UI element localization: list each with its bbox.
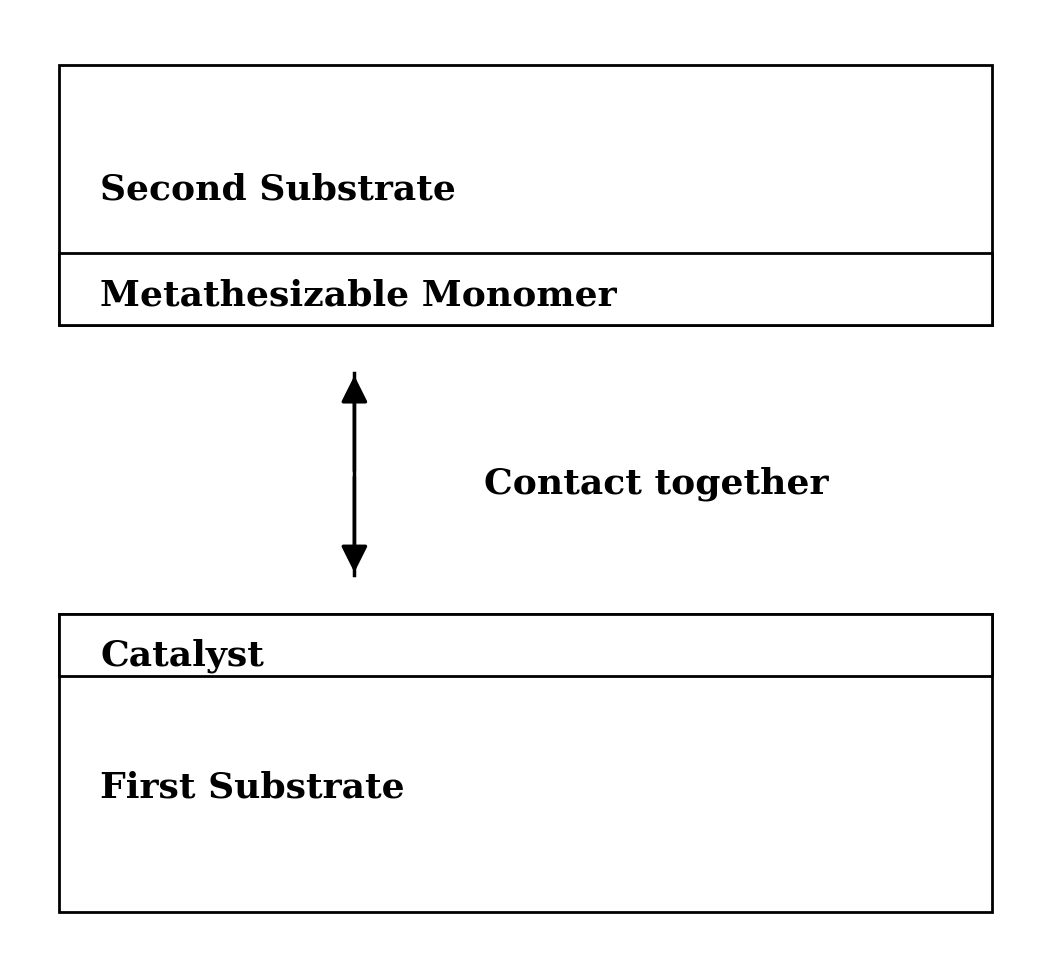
Text: Contact together: Contact together xyxy=(485,466,828,501)
Text: Catalyst: Catalyst xyxy=(100,639,264,673)
Bar xyxy=(59,614,992,676)
Text: First Substrate: First Substrate xyxy=(100,770,405,804)
Text: Second Substrate: Second Substrate xyxy=(100,173,456,207)
Bar xyxy=(59,64,992,324)
Text: Metathesizable Monomer: Metathesizable Monomer xyxy=(100,278,617,313)
Bar xyxy=(59,252,992,324)
Bar xyxy=(59,614,992,913)
